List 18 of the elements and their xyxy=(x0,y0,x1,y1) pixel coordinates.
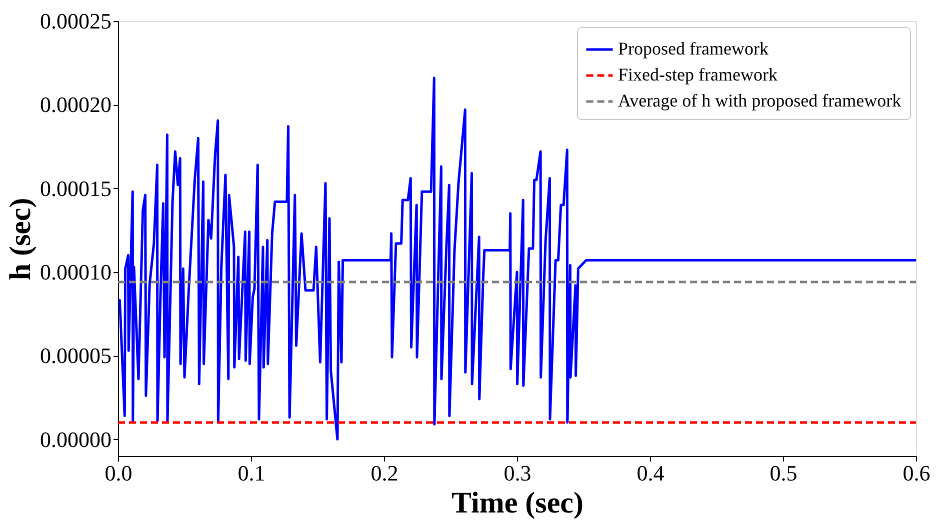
legend-label: Average of h with proposed framework xyxy=(618,90,902,110)
y-tick-label: 0.00005 xyxy=(40,343,112,368)
y-axis-title: h (sec) xyxy=(4,198,37,280)
y-tick-label: 0.00020 xyxy=(40,92,112,118)
x-tick-label: 0.6 xyxy=(902,460,930,486)
y-tick-label: 0.00000 xyxy=(40,426,112,452)
x-tick-label: 0.0 xyxy=(104,460,132,486)
y-tick-label: 0.00015 xyxy=(40,176,112,201)
legend-label: Fixed-step framework xyxy=(618,64,778,84)
x-tick-label: 0.2 xyxy=(370,460,398,486)
x-tick-label: 0.4 xyxy=(636,460,664,486)
legend-label: Proposed framework xyxy=(618,38,768,58)
x-tick-label: 0.3 xyxy=(504,460,532,486)
y-tick-label: 0.00025 xyxy=(40,8,112,34)
x-axis-title: Time (sec) xyxy=(452,486,584,520)
x-tick-label: 0.5 xyxy=(770,460,798,486)
y-tick-label: 0.00010 xyxy=(40,259,112,284)
x-tick-label: 0.1 xyxy=(238,460,266,486)
